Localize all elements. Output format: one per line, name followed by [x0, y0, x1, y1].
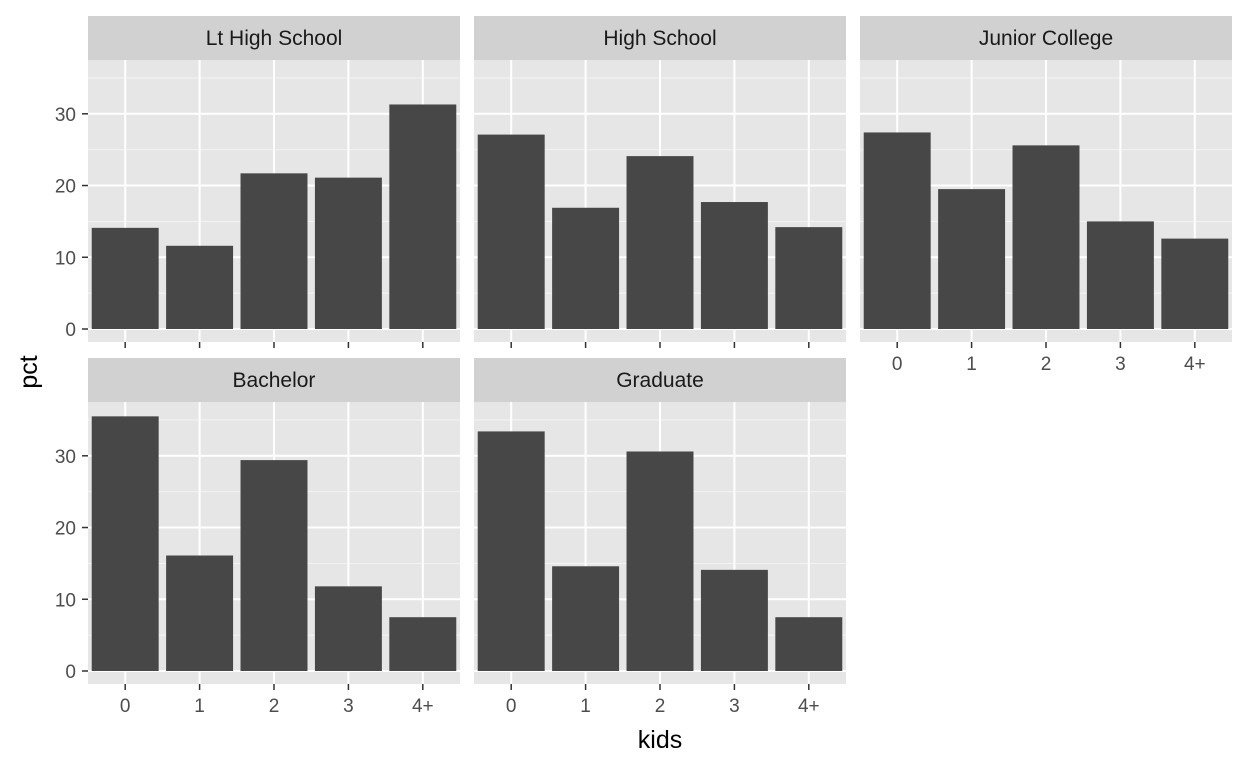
facet-strip-label: Junior College — [979, 27, 1113, 50]
bar-4+ — [389, 104, 457, 329]
bar-1 — [166, 245, 234, 329]
x-tick-label: 1 — [580, 696, 591, 717]
bar-3 — [1086, 221, 1154, 329]
facet-panel-1: Lt High School 0 10 20 30 — [55, 16, 460, 348]
x-tick-label: 4+ — [798, 696, 820, 717]
bar-2 — [240, 460, 308, 671]
x-tick-label: 4+ — [1184, 354, 1206, 375]
y-tick-label: 20 — [55, 177, 76, 198]
y-tick-label: 30 — [55, 105, 76, 126]
facet-panel-2: High School — [474, 16, 846, 348]
bar-1 — [938, 189, 1006, 329]
bar-0 — [477, 134, 545, 329]
x-tick-label: 0 — [506, 696, 517, 717]
y-tick-label: 10 — [55, 590, 76, 611]
y-tick-label: 20 — [55, 519, 76, 540]
x-tick-label: 1 — [966, 354, 977, 375]
y-tick-label: 0 — [65, 662, 76, 683]
x-tick-label: 3 — [343, 696, 354, 717]
facet-panel-3: Junior College 0 1 2 3 4+ — [860, 16, 1232, 375]
facet-strip — [474, 16, 846, 60]
facet-strip-label: Bachelor — [233, 369, 316, 392]
y-tick-label: 0 — [65, 320, 76, 341]
bar-2 — [626, 156, 694, 329]
bar-0 — [863, 132, 931, 329]
x-tick-label: 2 — [655, 696, 666, 717]
x-tick-label: 0 — [120, 696, 131, 717]
bar-2 — [626, 451, 694, 671]
bar-4+ — [775, 227, 843, 329]
bar-2 — [1012, 145, 1080, 329]
x-tick-label: 2 — [1041, 354, 1052, 375]
x-tick-label: 3 — [1115, 354, 1126, 375]
facet-panel-5: Graduate 0 1 2 3 4+ — [474, 358, 846, 717]
y-tick-label: 10 — [55, 248, 76, 269]
bar-0 — [477, 431, 545, 671]
bar-0 — [91, 416, 159, 671]
facet-panel-4: Bachelor 0 10 20 30 0 1 2 3 4+ — [55, 358, 460, 717]
bar-2 — [240, 173, 308, 329]
facet-strip — [860, 16, 1232, 60]
bar-4+ — [1161, 238, 1229, 329]
bar-0 — [91, 227, 159, 329]
bar-4+ — [775, 617, 843, 671]
bar-1 — [552, 207, 620, 329]
x-tick-label: 0 — [892, 354, 903, 375]
x-tick-label: 1 — [194, 696, 205, 717]
bar-3 — [700, 202, 768, 329]
bar-1 — [166, 555, 234, 671]
facet-strip-label: Lt High School — [206, 27, 343, 50]
bar-1 — [552, 566, 620, 671]
facet-strip-label: Graduate — [616, 369, 704, 392]
x-tick-label: 3 — [729, 696, 740, 717]
bar-3 — [314, 586, 382, 671]
facet-strip — [88, 358, 460, 402]
bar-3 — [314, 177, 382, 329]
bar-3 — [700, 569, 768, 671]
bar-4+ — [389, 617, 457, 671]
x-tick-label: 2 — [269, 696, 280, 717]
x-tick-label: 4+ — [412, 696, 434, 717]
facet-strip-label: High School — [603, 27, 716, 50]
x-axis-title: kids — [638, 726, 682, 754]
y-tick-label: 30 — [55, 447, 76, 468]
facet-strip — [474, 358, 846, 402]
y-axis-title: pct — [15, 355, 43, 388]
facet-strip — [88, 16, 460, 60]
